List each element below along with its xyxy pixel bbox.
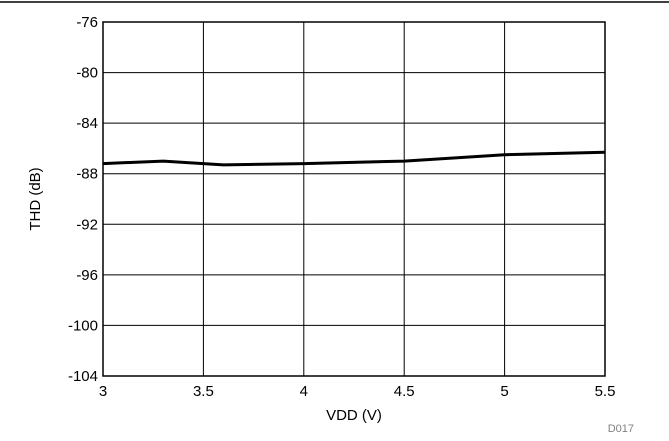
y-tick-label: -84 (76, 115, 98, 132)
grid (102, 21, 606, 377)
figure-code: D017 (608, 423, 634, 435)
x-tick-label: 3 (99, 383, 107, 400)
x-tick-label: 3.5 (193, 383, 214, 400)
y-tick-label: -104 (68, 368, 98, 385)
y-tick-label: -96 (76, 267, 98, 284)
x-tick-label: 5.5 (595, 383, 616, 400)
series-layer (102, 150, 606, 167)
x-tick-label: 4 (300, 383, 308, 400)
series-line (102, 150, 606, 167)
x-axis-title: VDD (V) (326, 407, 382, 424)
x-tick-label: 4.5 (394, 383, 415, 400)
y-tick-label: -100 (68, 317, 98, 334)
y-tick-label: -80 (76, 65, 98, 82)
plot-area-border (102, 21, 606, 377)
x-tick-labels: 3 3.5 4 4.5 5 5.5 (99, 383, 616, 400)
x-tick-label: 5 (500, 383, 508, 400)
y-axis-title: THD (dB) (27, 167, 44, 230)
y-tick-label: -92 (76, 216, 98, 233)
y-tick-label: -88 (76, 166, 98, 183)
y-tick-label: -76 (76, 14, 98, 31)
y-tick-labels: -76 -80 -84 -88 -92 -96 -100 -104 (68, 14, 98, 385)
